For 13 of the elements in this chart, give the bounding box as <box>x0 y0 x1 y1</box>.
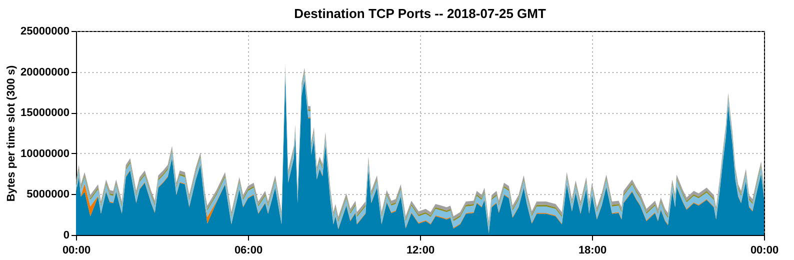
x-tick-label: 00:00 <box>750 244 779 256</box>
y-tick-label: 20000000 <box>20 66 70 78</box>
y-tick-label: 5000000 <box>26 188 70 201</box>
x-tick-label: 00:00 <box>62 244 91 256</box>
x-tick-label: 18:00 <box>578 244 607 256</box>
x-tick-label: 12:00 <box>406 244 435 256</box>
x-tick-label: 06:00 <box>234 244 263 256</box>
y-axis-title: Bytes per time slot (300 s) <box>6 65 18 202</box>
y-tick-label: 25000000 <box>20 26 70 38</box>
y-tick-label: 15000000 <box>20 107 70 120</box>
y-tick-label: 0 <box>63 230 70 242</box>
y-tick-label: 10000000 <box>20 148 70 160</box>
chart-title: Destination TCP Ports -- 2018-07-25 GMT <box>294 6 546 21</box>
